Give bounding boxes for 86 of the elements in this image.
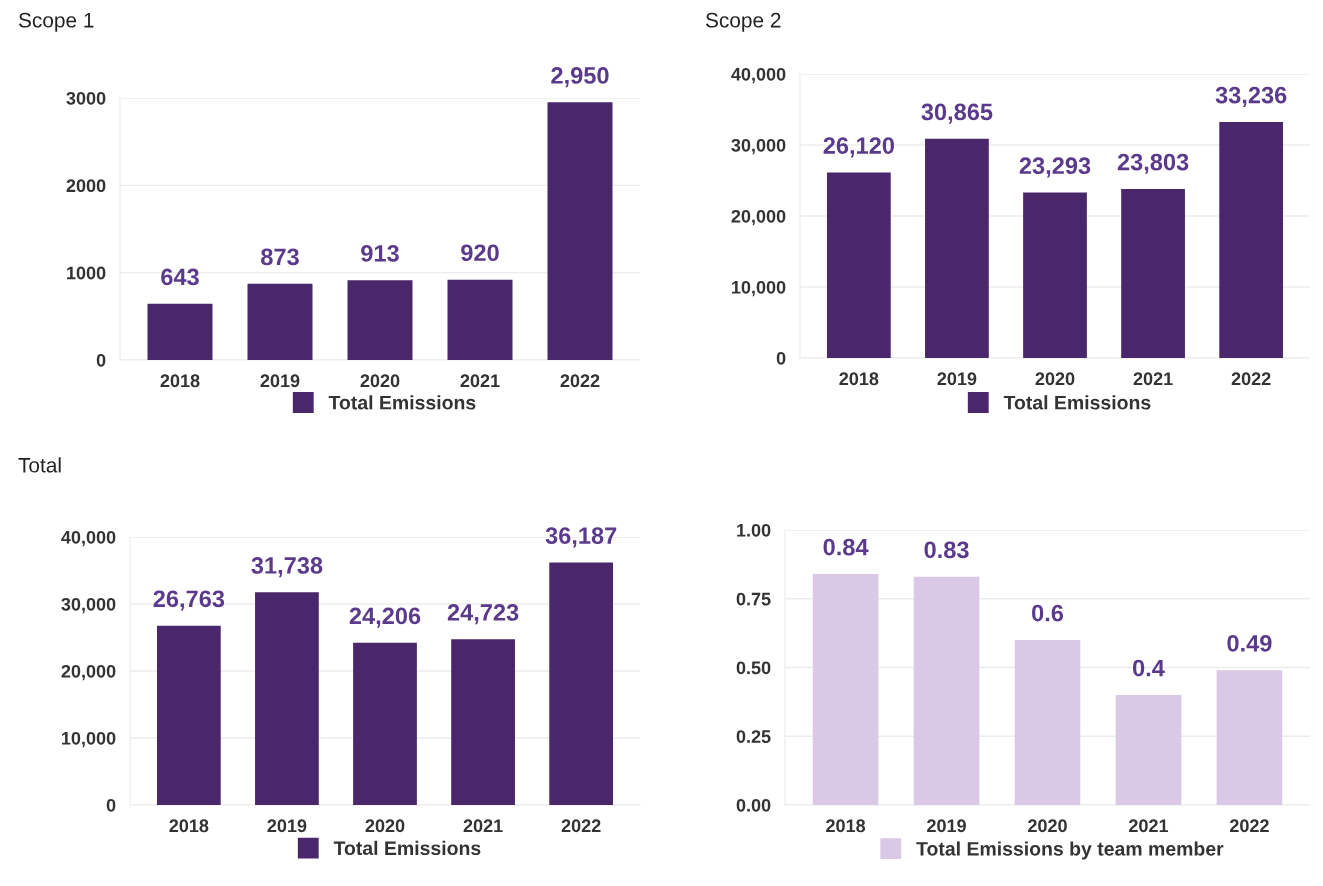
bar xyxy=(451,639,515,805)
y-tick-label: 10,000 xyxy=(732,280,786,297)
x-tick-label: 2022 xyxy=(1229,819,1269,833)
chart-title: Scope 1 xyxy=(18,12,94,32)
bar xyxy=(826,172,891,358)
legend-label: Total Emissions xyxy=(1003,395,1151,410)
x-tick-label: 2019 xyxy=(267,819,307,833)
y-tick-label: 2000 xyxy=(66,179,106,193)
legend-label: Total Emissions xyxy=(328,395,476,410)
x-tick-label: 2020 xyxy=(360,374,400,388)
x-tick-label: 2022 xyxy=(1231,372,1271,386)
bar xyxy=(147,303,213,360)
x-tick-label: 2019 xyxy=(260,374,300,388)
y-tick-label: 3000 xyxy=(66,91,106,105)
data-label: 920 xyxy=(461,244,499,262)
x-tick-label: 2019 xyxy=(927,819,966,833)
data-label: 24,723 xyxy=(447,604,519,625)
x-tick-label: 2018 xyxy=(826,819,866,833)
data-label: 0.4 xyxy=(1132,659,1165,677)
data-label: 0.49 xyxy=(1227,634,1272,652)
y-tick-label: 40,000 xyxy=(731,67,786,84)
bar xyxy=(1115,695,1182,805)
x-tick-label: 2020 xyxy=(1028,819,1067,833)
bar xyxy=(1014,640,1081,805)
bar xyxy=(1216,670,1283,805)
y-tick-label: 0 xyxy=(96,353,106,367)
data-label: 643 xyxy=(161,268,199,286)
y-tick-label: 20,000 xyxy=(731,209,786,226)
data-label: 23,803 xyxy=(1117,153,1189,174)
y-tick-label: 0.50 xyxy=(736,661,771,675)
y-tick-label: 0 xyxy=(106,798,116,812)
data-label: 26,763 xyxy=(153,590,225,611)
x-tick-label: 2020 xyxy=(365,819,405,833)
chart-title: Total xyxy=(18,457,61,473)
legend-label: Total Emissions xyxy=(333,840,481,856)
x-tick-label: 2018 xyxy=(160,374,200,388)
bar xyxy=(1121,189,1185,358)
data-label: 24,206 xyxy=(349,607,421,628)
data-label: 0.84 xyxy=(823,538,869,556)
data-label: 33,236 xyxy=(1215,86,1287,107)
bar xyxy=(255,592,319,805)
bar xyxy=(812,574,879,805)
bar xyxy=(913,576,980,805)
y-tick-label: 0.25 xyxy=(736,730,771,743)
data-label: 0.83 xyxy=(924,541,969,559)
bar xyxy=(247,283,313,360)
y-tick-label: 30,000 xyxy=(731,138,786,155)
y-tick-label: 1000 xyxy=(67,266,106,280)
y-tick-label: 0.00 xyxy=(736,798,771,812)
data-label: 873 xyxy=(261,248,299,266)
x-tick-label: 2022 xyxy=(561,819,601,833)
bar xyxy=(156,625,221,805)
data-label: 2,950 xyxy=(551,67,609,88)
x-tick-label: 2021 xyxy=(460,374,500,388)
y-tick-label: 10,000 xyxy=(62,731,116,748)
data-label: 36,187 xyxy=(545,527,617,548)
bar xyxy=(547,102,613,360)
bar xyxy=(549,562,614,805)
y-tick-label: 0 xyxy=(776,351,786,365)
data-label: 23,293 xyxy=(1019,157,1091,178)
x-tick-label: 2020 xyxy=(1035,372,1075,386)
y-tick-label: 40,000 xyxy=(61,530,116,547)
x-tick-label: 2018 xyxy=(169,819,209,833)
y-tick-label: 30,000 xyxy=(61,597,116,614)
bar xyxy=(1023,192,1087,358)
y-tick-label: 0.75 xyxy=(736,592,771,606)
bar xyxy=(447,279,513,360)
chart-title: Scope 2 xyxy=(705,12,781,32)
bar xyxy=(347,280,413,360)
legend-label: Total Emissions by team member xyxy=(916,841,1224,860)
bar xyxy=(925,138,989,358)
x-tick-label: 2021 xyxy=(463,819,503,833)
bar xyxy=(353,642,417,805)
y-tick-label: 1.00 xyxy=(737,523,771,537)
x-tick-label: 2019 xyxy=(937,372,977,386)
bar xyxy=(1219,122,1284,358)
x-tick-label: 2021 xyxy=(1129,819,1169,833)
data-label: 31,738 xyxy=(251,557,323,578)
y-tick-label: 20,000 xyxy=(61,664,116,681)
x-tick-label: 2018 xyxy=(839,372,879,386)
x-tick-label: 2022 xyxy=(560,374,600,388)
data-label: 26,120 xyxy=(823,137,894,158)
data-label: 913 xyxy=(361,244,399,262)
x-tick-label: 2021 xyxy=(1133,372,1173,386)
data-label: 0.6 xyxy=(1032,604,1064,622)
data-label: 30,865 xyxy=(921,103,993,124)
